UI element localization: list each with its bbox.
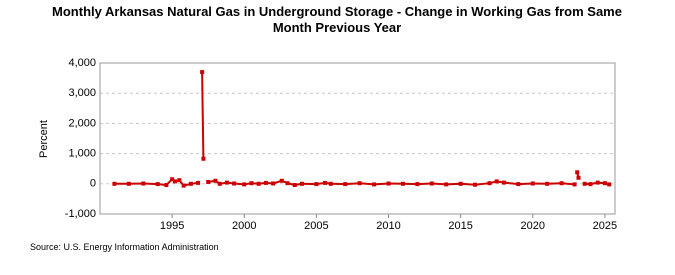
data-point: [206, 179, 211, 184]
data-point: [323, 180, 328, 185]
data-point: [201, 156, 206, 161]
x-tick-label: 1995: [160, 220, 184, 232]
x-tick-label: 2010: [376, 220, 400, 232]
data-point: [177, 178, 182, 183]
data-point: [285, 181, 290, 186]
data-point: [559, 181, 564, 186]
data-point: [164, 183, 169, 188]
data-point: [516, 182, 521, 187]
data-point: [263, 180, 268, 185]
data-point: [126, 181, 131, 186]
y-tick-label: -1,000: [65, 208, 96, 220]
data-point: [213, 178, 218, 183]
data-point: [501, 180, 506, 185]
data-point: [595, 180, 600, 185]
x-tick-label: 2025: [593, 220, 617, 232]
data-point: [292, 183, 297, 188]
data-point: [444, 182, 449, 187]
source: Source: U.S. Energy Information Administ…: [30, 242, 219, 252]
data-point: [458, 181, 463, 186]
data-point: [545, 181, 550, 186]
data-point: [299, 181, 304, 186]
data-point: [572, 182, 577, 187]
data-point: [400, 181, 405, 186]
data-point: [242, 182, 247, 187]
data-point: [232, 181, 237, 186]
data-point: [576, 175, 581, 180]
data-point: [188, 181, 193, 186]
y-axis-label: Percent: [38, 120, 50, 158]
chart-title: Monthly Arkansas Natural Gas in Undergro…: [52, 4, 622, 35]
data-point: [530, 181, 535, 186]
data-line: [114, 72, 610, 187]
data-point: [386, 181, 391, 186]
y-tick-label: 4,000: [68, 57, 96, 69]
data-point: [328, 181, 333, 186]
data-point: [256, 181, 261, 186]
data-point: [141, 181, 146, 186]
plot-frame: [99, 62, 616, 215]
data-point: [314, 182, 319, 187]
data-point: [415, 182, 420, 187]
data-point: [473, 182, 478, 187]
data-point: [429, 181, 434, 186]
data-point: [279, 178, 284, 183]
y-tick-label: 3,000: [68, 87, 96, 99]
data-point: [372, 182, 377, 187]
data-point: [271, 181, 276, 186]
data-point: [155, 182, 160, 187]
y-tick-label: 0: [90, 178, 96, 190]
x-tick-label: 2005: [304, 220, 328, 232]
data-point: [217, 181, 222, 186]
data-point: [607, 182, 612, 187]
data-point: [181, 183, 186, 188]
data-point: [588, 182, 593, 187]
data-point: [200, 70, 205, 75]
data-point: [575, 170, 580, 175]
data-point: [170, 177, 175, 182]
data-point: [582, 181, 587, 186]
x-tick-label: 2015: [448, 220, 472, 232]
data-point: [224, 180, 229, 185]
data-point: [357, 181, 362, 186]
data-point: [196, 180, 201, 185]
data-point: [173, 179, 178, 184]
data-point: [112, 181, 117, 186]
y-tick-label: 1,000: [68, 148, 96, 160]
data-point: [249, 181, 254, 186]
data-point: [494, 179, 499, 184]
x-tick-label: 2000: [232, 220, 256, 232]
data-point: [602, 181, 607, 186]
y-tick-label: 2,000: [68, 117, 96, 129]
data-point: [343, 182, 348, 187]
x-tick-label: 2020: [521, 220, 545, 232]
data-point: [487, 181, 492, 186]
